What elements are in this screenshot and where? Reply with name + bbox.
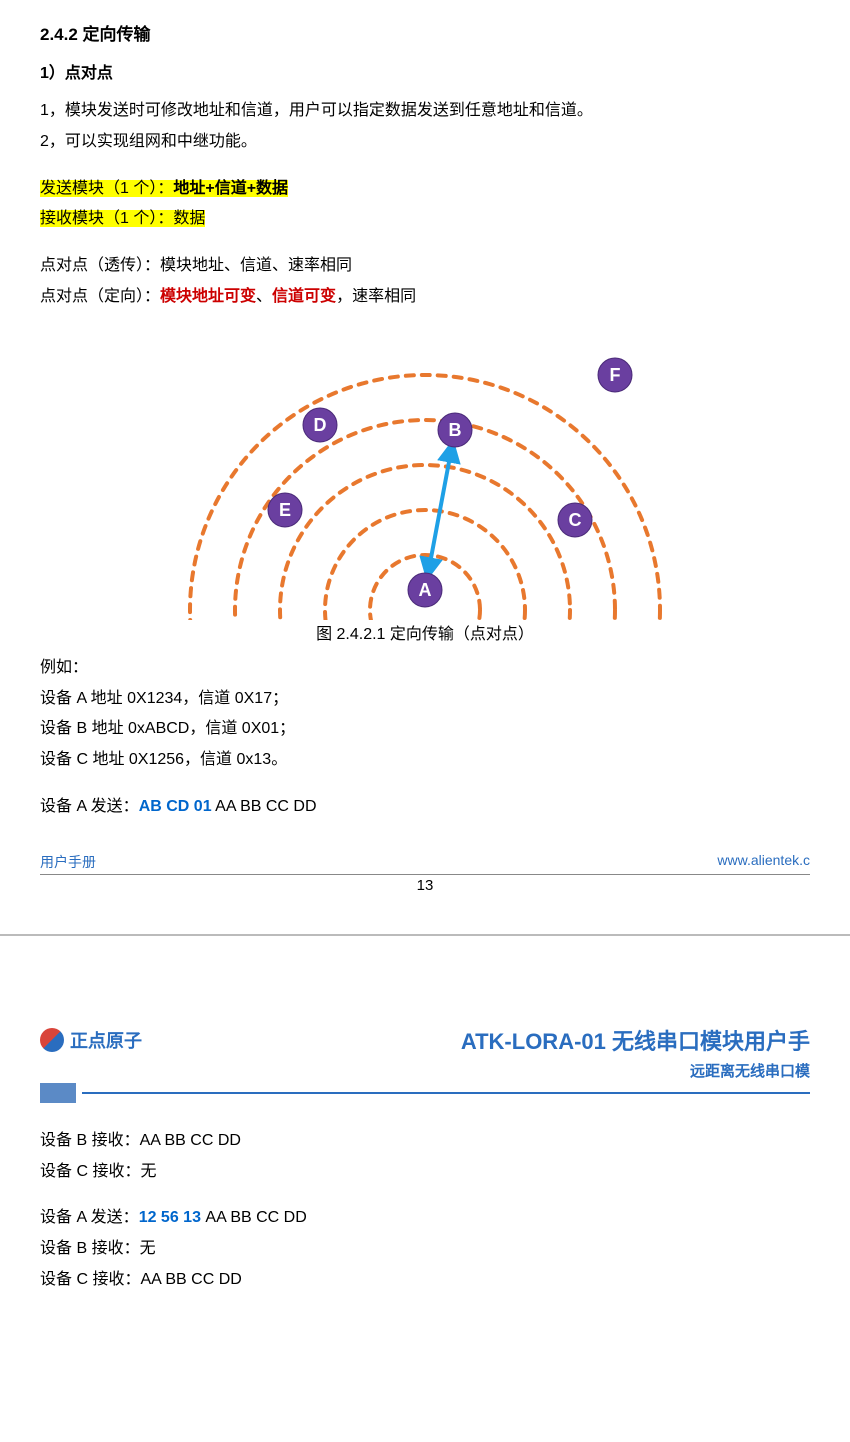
mode2-b: 模块地址可变 (160, 288, 256, 305)
mode2-d: 信道可变 (272, 288, 336, 305)
page-separator (0, 934, 850, 994)
p2-line1: 设备 B 接收：AA BB CC DD (40, 1127, 810, 1156)
brand-name: 正点原子 (70, 1027, 142, 1053)
p2-line5: 设备 C 接收：AA BB CC DD (40, 1266, 810, 1295)
send-a-line: 设备 A 发送：AB CD 01 AA BB CC DD (40, 793, 810, 822)
device-c: 设备 C 地址 0X1256，信道 0x13。 (40, 746, 810, 775)
svg-text:D: D (314, 415, 327, 435)
hl2-a: 接收模块（1 个）：数据 (40, 210, 205, 227)
p2-l3-blue: 12 56 13 (139, 1209, 201, 1226)
svg-text:E: E (279, 500, 291, 520)
logo-icon (40, 1028, 64, 1052)
doc-title: ATK-LORA-01 无线串口模块用户手 (461, 1024, 810, 1056)
send-a-blue: AB CD 01 (139, 798, 212, 815)
mode-line-1: 点对点（透传）：模块地址、信道、速率相同 (40, 252, 810, 281)
header-bar (40, 1083, 810, 1103)
svg-text:C: C (569, 510, 582, 530)
mode2-a: 点对点（定向）： (40, 288, 160, 305)
highlight-line-1: 发送模块（1 个）：地址+信道+数据 (40, 175, 810, 204)
p2-line3: 设备 A 发送：12 56 13 AA BB CC DD (40, 1204, 810, 1233)
highlight-line-2: 接收模块（1 个）：数据 (40, 205, 810, 234)
header-box-icon (40, 1083, 76, 1103)
mode-line-2: 点对点（定向）：模块地址可变、信道可变，速率相同 (40, 283, 810, 312)
send-a-rest: AA BB CC DD (212, 798, 317, 815)
svg-text:A: A (419, 580, 432, 600)
footer-right: www.alientek.c (717, 852, 810, 872)
doc-subtitle: 远距离无线串口模 (690, 1060, 810, 1081)
page-footer: 用户手册 www.alientek.c (40, 852, 810, 875)
svg-text:F: F (610, 365, 621, 385)
send-a-prefix: 设备 A 发送： (40, 798, 139, 815)
brand-logo: 正点原子 (40, 1027, 142, 1053)
device-a: 设备 A 地址 0X1234，信道 0X17； (40, 685, 810, 714)
p2-l3-rest: AA BB CC DD (201, 1209, 307, 1226)
page2-header: 正点原子 ATK-LORA-01 无线串口模块用户手 (40, 1024, 810, 1056)
sub-heading-1: 1）点对点 (40, 59, 810, 83)
mode2-c: 、 (256, 288, 272, 305)
mode2-e: ，速率相同 (336, 288, 416, 305)
header-line (82, 1092, 810, 1094)
radial-diagram: A B C D E F (145, 330, 705, 620)
subtitle-row: 远距离无线串口模 (40, 1060, 810, 1081)
p2-l3-prefix: 设备 A 发送： (40, 1209, 139, 1226)
footer-left: 用户手册 (40, 852, 96, 872)
hl1-b: 地址+信道+数据 (173, 180, 288, 197)
hl1-a: 发送模块（1 个）： (40, 180, 173, 197)
section-heading: 2.4.2 定向传输 (40, 20, 810, 45)
line-1: 1，模块发送时可修改地址和信道，用户可以指定数据发送到任意地址和信道。 (40, 97, 810, 126)
line-2: 2，可以实现组网和中继功能。 (40, 128, 810, 157)
example-label: 例如： (40, 654, 810, 683)
figure-caption: 图 2.4.2.1 定向传输（点对点） (40, 620, 810, 644)
svg-text:B: B (449, 420, 462, 440)
p2-line2: 设备 C 接收：无 (40, 1158, 810, 1187)
page-number: 13 (40, 877, 810, 894)
diagram-container: A B C D E F 图 2.4.2.1 定向传输（点对点） (40, 330, 810, 644)
p2-line4: 设备 B 接收：无 (40, 1235, 810, 1264)
device-b: 设备 B 地址 0xABCD，信道 0X01； (40, 715, 810, 744)
